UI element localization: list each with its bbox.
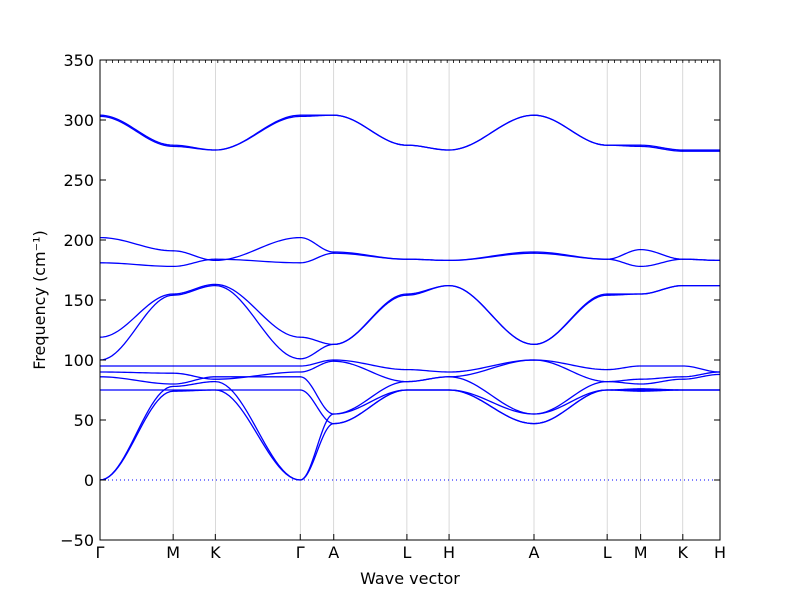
x-tick-label: A: [529, 543, 540, 562]
y-axis-label: Frequency (cm⁻¹): [30, 230, 49, 369]
x-tick-label: A: [328, 543, 339, 562]
y-tick-label: 100: [63, 351, 94, 370]
high-symmetry-lines: [172, 60, 684, 540]
y-tick-label: 150: [63, 291, 94, 310]
x-tick-label: L: [603, 543, 612, 562]
y-tick-label: −50: [60, 531, 94, 550]
y-tick-label: 350: [63, 51, 94, 70]
band-line-4: [99, 252, 721, 268]
x-tick-label: H: [443, 543, 455, 562]
x-tick-label: K: [210, 543, 221, 562]
tick-layer: −50 0 50 100 150 200 250 300 350 Γ M K Γ A L H A L M K H: [60, 51, 726, 562]
x-tick-label: M: [166, 543, 180, 562]
y-tick-label: 200: [63, 231, 94, 250]
band-line-6: [99, 284, 720, 361]
x-tick-label: K: [678, 543, 689, 562]
series-layer: [99, 114, 721, 481]
band-line-7: [100, 359, 721, 373]
band-line-9: [99, 371, 721, 415]
x-axis-label: Wave vector: [360, 569, 460, 588]
x-tick-label: Γ: [296, 543, 305, 562]
x-tick-label: Γ: [96, 543, 105, 562]
band-line-2: [99, 114, 720, 152]
x-tick-label: M: [634, 543, 648, 562]
y-tick-label: 50: [74, 411, 94, 430]
band-line-12: [99, 389, 720, 481]
y-tick-label: 250: [63, 171, 94, 190]
y-tick-label: 0: [84, 471, 94, 490]
x-tick-label: L: [402, 543, 411, 562]
y-tick-label: 300: [63, 111, 94, 130]
x-tick-label: H: [714, 543, 726, 562]
